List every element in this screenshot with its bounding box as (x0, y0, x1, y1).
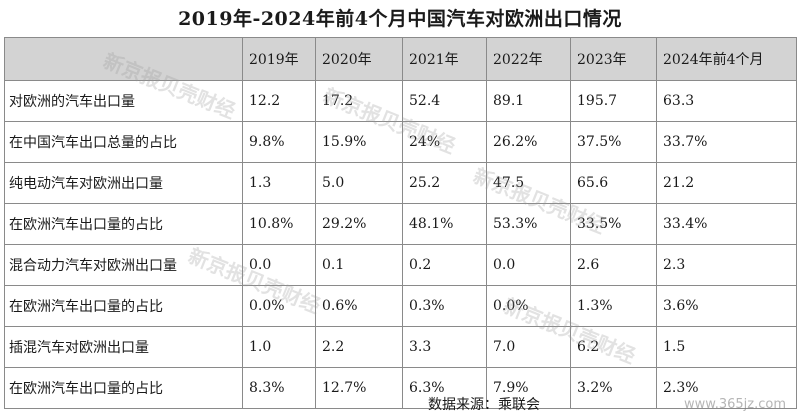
column-header: 2020年 (315, 37, 403, 81)
table-cell: 12.7% (315, 367, 403, 409)
row-label: 在欧洲汽车出口量的占比 (4, 367, 243, 409)
table-row: 纯电动汽车对欧洲出口量 1.3 5.0 25.2 47.5 65.6 21.2 (4, 162, 797, 204)
table-cell: 21.2 (656, 162, 797, 204)
table-cell: 6.3% (402, 367, 487, 409)
table-cell: 10.8% (242, 203, 316, 245)
table-cell: 0.0% (486, 285, 571, 327)
table-cell: 1.3 (242, 162, 316, 204)
table-cell: 24% (402, 121, 487, 163)
table-cell: 26.2% (486, 121, 571, 163)
table-cell: 2.3% (656, 367, 797, 409)
table-cell: 1.0 (242, 326, 316, 368)
export-table-container: 2019年 2020年 2021年 2022年 2023年 2024年前4个月 … (4, 37, 797, 409)
table-cell: 1.5 (656, 326, 797, 368)
table-cell: 5.0 (315, 162, 403, 204)
table-cell: 9.8% (242, 121, 316, 163)
row-label: 插混汽车对欧洲出口量 (4, 326, 243, 368)
header-corner-cell (4, 37, 243, 81)
table-cell: 0.0 (486, 244, 571, 286)
table-cell: 2.3 (656, 244, 797, 286)
row-label: 在欧洲汽车出口量的占比 (4, 285, 243, 327)
table-row: 对欧洲的汽车出口量 12.2 17.2 52.4 89.1 195.7 63.3 (4, 80, 797, 122)
table-cell: 0.3% (402, 285, 487, 327)
row-label: 在中国汽车出口总量的占比 (4, 121, 243, 163)
table-cell: 2.2 (315, 326, 403, 368)
table-cell: 3.6% (656, 285, 797, 327)
table-cell: 89.1 (486, 80, 571, 122)
table-row: 插混汽车对欧洲出口量 1.0 2.2 3.3 7.0 6.2 1.5 (4, 326, 797, 368)
column-header: 2021年 (402, 37, 487, 81)
table-row: 在中国汽车出口总量的占比 9.8% 15.9% 24% 26.2% 37.5% … (4, 121, 797, 163)
table-cell: 25.2 (402, 162, 487, 204)
table-cell: 1.3% (570, 285, 657, 327)
export-table: 2019年 2020年 2021年 2022年 2023年 2024年前4个月 … (4, 37, 797, 409)
table-cell: 0.6% (315, 285, 403, 327)
column-header: 2022年 (486, 37, 571, 81)
table-cell: 29.2% (315, 203, 403, 245)
table-cell: 33.5% (570, 203, 657, 245)
table-cell: 7.0 (486, 326, 571, 368)
table-header-row: 2019年 2020年 2021年 2022年 2023年 2024年前4个月 (4, 37, 797, 81)
table-row: 在欧洲汽车出口量的占比 10.8% 29.2% 48.1% 53.3% 33.5… (4, 203, 797, 245)
table-cell: 33.7% (656, 121, 797, 163)
page-title: 2019年-2024年前4个月中国汽车对欧洲出口情况 (178, 8, 622, 30)
table-cell: 47.5 (486, 162, 571, 204)
table-cell: 33.4% (656, 203, 797, 245)
table-cell: 7.9% (486, 367, 571, 409)
column-header: 2024年前4个月 (656, 37, 797, 81)
table-row: 在欧洲汽车出口量的占比 0.0% 0.6% 0.3% 0.0% 1.3% 3.6… (4, 285, 797, 327)
table-row: 混合动力汽车对欧洲出口量 0.0 0.1 0.2 0.0 2.6 2.3 (4, 244, 797, 286)
table-cell: 52.4 (402, 80, 487, 122)
table-cell: 0.0 (242, 244, 316, 286)
row-label: 混合动力汽车对欧洲出口量 (4, 244, 243, 286)
table-cell: 195.7 (570, 80, 657, 122)
column-header: 2019年 (242, 37, 316, 81)
table-cell: 63.3 (656, 80, 797, 122)
table-cell: 15.9% (315, 121, 403, 163)
column-header: 2023年 (570, 37, 657, 81)
table-cell: 17.2 (315, 80, 403, 122)
table-cell: 8.3% (242, 367, 316, 409)
table-cell: 65.6 (570, 162, 657, 204)
table-cell: 0.0% (242, 285, 316, 327)
row-label: 对欧洲的汽车出口量 (4, 80, 243, 122)
table-cell: 3.2% (570, 367, 657, 409)
table-cell: 3.3 (402, 326, 487, 368)
data-source: 数据来源：乘联会 (428, 397, 540, 413)
table-cell: 48.1% (402, 203, 487, 245)
row-label: 纯电动汽车对欧洲出口量 (4, 162, 243, 204)
table-cell: 0.1 (315, 244, 403, 286)
row-label: 在欧洲汽车出口量的占比 (4, 203, 243, 245)
table-cell: 12.2 (242, 80, 316, 122)
table-cell: 53.3% (486, 203, 571, 245)
table-cell: 2.6 (570, 244, 657, 286)
table-cell: 0.2 (402, 244, 487, 286)
table-row: 在欧洲汽车出口量的占比 8.3% 12.7% 6.3% 7.9% 3.2% 2.… (4, 367, 797, 409)
table-cell: 37.5% (570, 121, 657, 163)
table-cell: 6.2 (570, 326, 657, 368)
